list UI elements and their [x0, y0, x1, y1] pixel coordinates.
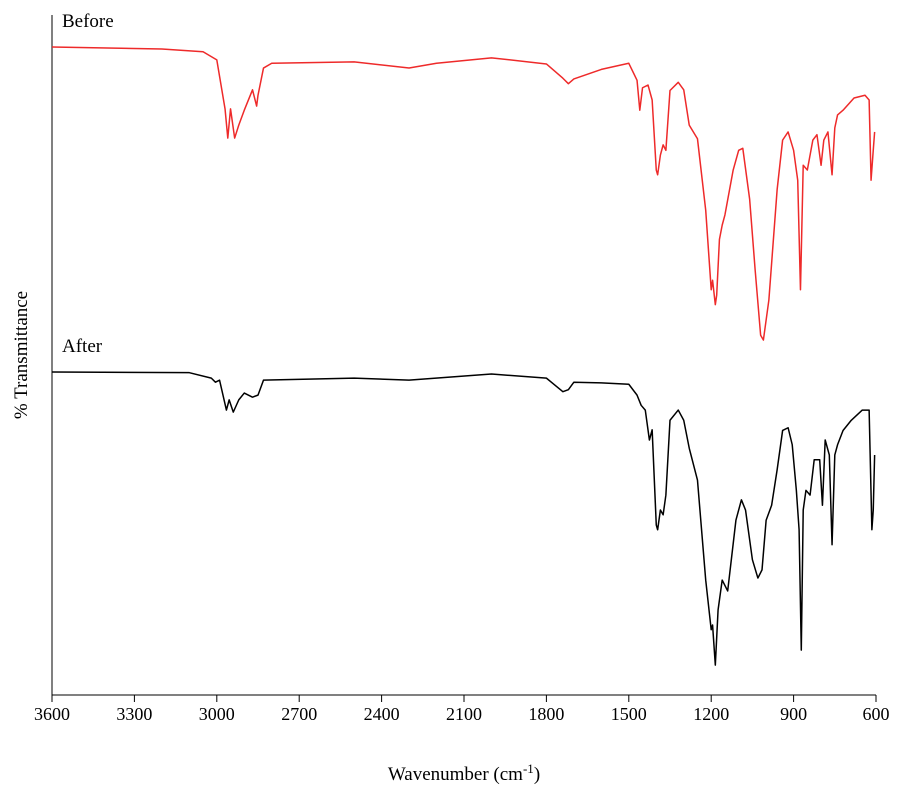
spectrum-line — [51, 371, 876, 666]
x-tick-label: 600 — [863, 704, 890, 724]
x-axis-label: Wavenumber (cm-1) — [388, 761, 540, 785]
x-tick-label: 900 — [780, 704, 807, 724]
x-tick-label: 3000 — [199, 704, 235, 724]
series-label: Before — [62, 11, 114, 32]
x-axis-label-superscript: -1 — [523, 761, 534, 776]
x-tick-label: 2100 — [446, 704, 482, 724]
x-tick-label: 3300 — [116, 704, 152, 724]
x-tick-label: 1500 — [611, 704, 647, 724]
x-tick-label: 1800 — [528, 704, 564, 724]
x-axis-label-main: Wavenumber (cm — [388, 764, 523, 785]
y-axis-label: % Transmittance — [11, 291, 32, 419]
spectrum-line — [51, 46, 876, 341]
x-tick-label: 2400 — [364, 704, 400, 724]
x-tick-label: 1200 — [693, 704, 729, 724]
x-tick-label: 2700 — [281, 704, 317, 724]
x-axis-label-end: ) — [534, 764, 540, 785]
series-label: After — [62, 336, 103, 357]
x-tick-label: 3600 — [34, 704, 70, 724]
